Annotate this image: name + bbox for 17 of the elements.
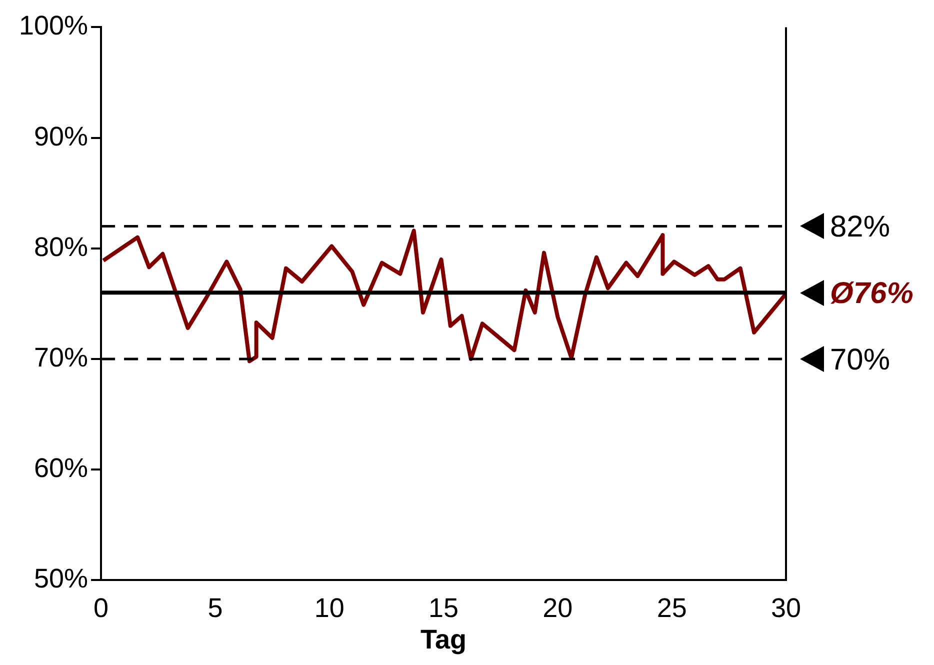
y-tick-label: 80% [34,232,88,262]
x-tick-label: 30 [770,592,802,623]
x-tick-label: 0 [94,592,109,623]
x-tick-label: 10 [314,592,344,623]
x-axis-title: Tag [420,624,467,654]
y-tick-label: 90% [34,121,88,152]
x-tick-label: 15 [428,592,459,623]
y-tick-label: 70% [34,342,88,372]
ref-line-label: 82% [830,210,890,244]
y-tick-label: 100% [18,10,88,41]
x-tick-label: 25 [656,592,687,623]
y-tick-label: 60% [34,453,88,484]
x-tick-label: 5 [208,592,223,623]
x-tick-label: 20 [542,592,573,623]
ref-line-label: Ø76% [830,276,914,310]
ref-line-label: 70% [830,343,890,376]
y-tick-label: 50% [34,564,88,594]
